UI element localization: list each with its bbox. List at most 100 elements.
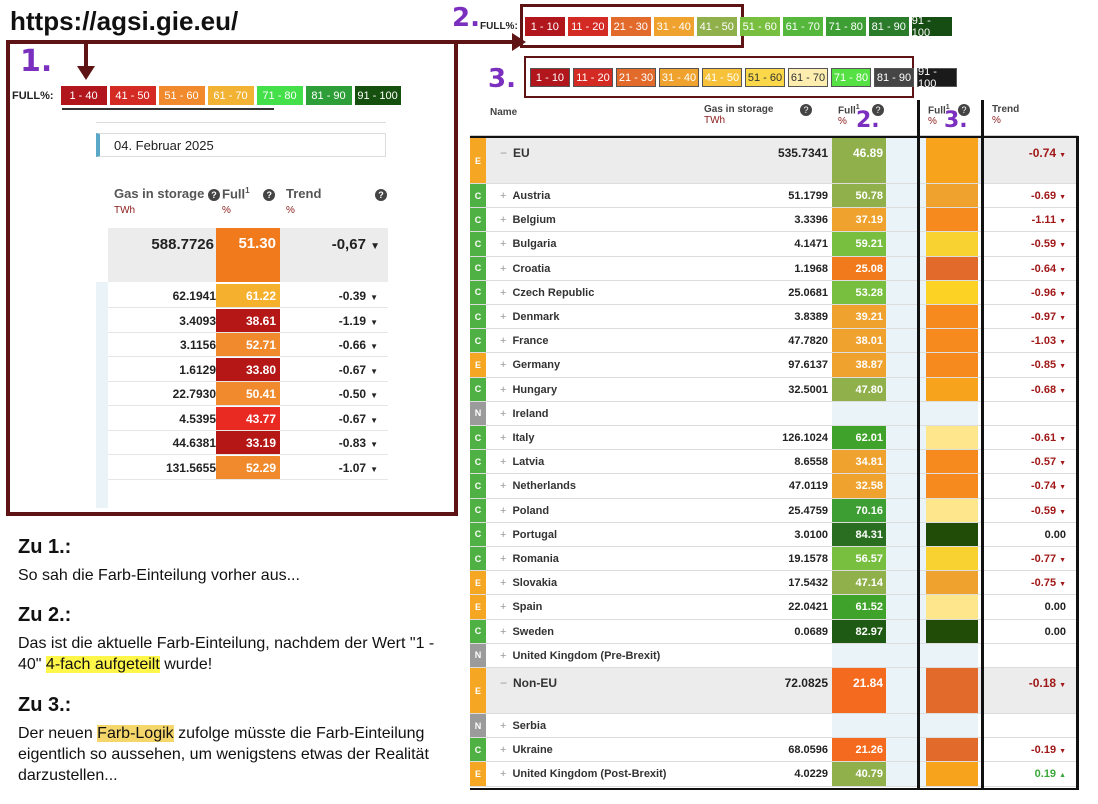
down-arrow-icon: ▼ bbox=[370, 293, 378, 302]
country-name: + Ireland bbox=[500, 408, 549, 420]
expand-icon[interactable]: + bbox=[500, 768, 507, 781]
expand-icon[interactable]: + bbox=[500, 720, 507, 732]
trend-unit: % bbox=[992, 115, 1001, 126]
help-icon[interactable]: ? bbox=[872, 104, 884, 116]
legend-swatch: 71 - 80 bbox=[831, 68, 871, 87]
legend-new-label: FULL%: bbox=[480, 21, 518, 32]
table-row[interactable]: C + Netherlands 47.0119 32.58 -0.74 ▼ bbox=[470, 474, 1078, 499]
expand-icon[interactable]: + bbox=[500, 311, 507, 323]
gas-value: 68.0596 bbox=[788, 744, 828, 757]
collapse-icon[interactable]: − bbox=[500, 146, 508, 160]
help-icon[interactable]: ? bbox=[375, 189, 388, 201]
table-row[interactable]: C + Denmark 3.8389 39.21 -0.97 ▼ bbox=[470, 305, 1078, 330]
spacer-cell bbox=[886, 547, 926, 571]
table-row[interactable]: C + Croatia 1.1968 25.08 -0.64 ▼ bbox=[470, 256, 1078, 281]
expand-icon[interactable]: + bbox=[500, 649, 507, 662]
table-row[interactable]: N + Ireland bbox=[470, 401, 1078, 426]
expand-icon[interactable]: + bbox=[500, 335, 507, 348]
table-row[interactable]: E + Slovakia 17.5432 47.14 -0.75 ▼ bbox=[470, 571, 1078, 596]
expand-icon[interactable]: + bbox=[500, 383, 507, 396]
expand-icon[interactable]: + bbox=[500, 744, 507, 757]
table-row[interactable]: E − Non-EU 72.0825 21.84 -0.18 ▼ bbox=[470, 668, 1078, 714]
down-arrow-icon: ▼ bbox=[1059, 194, 1066, 201]
spacer-cell bbox=[886, 498, 926, 522]
proposed-color-cell bbox=[926, 377, 978, 401]
full-value: 37.19 bbox=[832, 208, 886, 232]
gas-value: 1.1968 bbox=[794, 262, 828, 275]
gas-value: 47.0119 bbox=[788, 480, 828, 493]
expand-icon[interactable]: + bbox=[500, 286, 507, 299]
table-row[interactable]: N + United Kingdom (Pre-Brexit) bbox=[470, 643, 1078, 668]
category-badge: C bbox=[470, 426, 486, 450]
expand-icon[interactable]: + bbox=[500, 456, 507, 469]
legend-swatch: 91 - 100 bbox=[911, 15, 952, 39]
table-row[interactable]: E + Spain 22.0421 61.52 0.00 bbox=[470, 595, 1078, 620]
table-frame-right bbox=[1076, 136, 1079, 790]
trend-cell: -0.96 ▼ bbox=[984, 287, 1074, 299]
table-row[interactable]: C + Poland 25.4759 70.16 -0.59 ▼ bbox=[470, 498, 1078, 523]
table-row[interactable]: C + Portugal 3.0100 84.31 0.00 bbox=[470, 522, 1078, 547]
table-row[interactable]: C + Czech Republic 25.0681 53.28 -0.96 ▼ bbox=[470, 280, 1078, 305]
expand-icon[interactable]: + bbox=[500, 262, 507, 275]
country-name: + Italy bbox=[500, 432, 534, 444]
expand-icon[interactable]: + bbox=[500, 432, 507, 444]
country-name: + Poland bbox=[500, 505, 549, 517]
note-2-highlight: 4-fach aufgeteilt bbox=[45, 656, 160, 673]
trend-value: -0.74 bbox=[1028, 146, 1057, 160]
table-frame-top bbox=[470, 136, 1078, 138]
table-row[interactable]: C + France 47.7820 38.01 -1.03 ▼ bbox=[470, 329, 1078, 354]
help-icon[interactable]: ? bbox=[800, 104, 812, 116]
table-row[interactable]: C + Belgium 3.3396 37.19 -1.11 ▼ bbox=[470, 208, 1078, 233]
help-icon[interactable]: ? bbox=[263, 189, 276, 202]
category-badge: C bbox=[470, 450, 486, 474]
table-row[interactable]: C + Romania 19.1578 56.57 -0.77 ▼ bbox=[470, 547, 1078, 572]
table-row[interactable]: E + Germany 97.6137 38.87 -0.85 ▼ bbox=[470, 353, 1078, 378]
spacer-cell bbox=[886, 208, 926, 232]
trend-cell: -0.66 ▼ bbox=[280, 338, 388, 352]
expand-icon[interactable]: + bbox=[500, 625, 507, 638]
collapse-icon[interactable]: − bbox=[500, 676, 508, 690]
expand-icon[interactable]: + bbox=[500, 528, 507, 541]
full-value: 38.01 bbox=[832, 329, 886, 353]
expand-icon[interactable]: + bbox=[500, 238, 507, 251]
table-row[interactable]: C + Austria 51.1799 50.78 -0.69 ▼ bbox=[470, 184, 1078, 209]
trend-value: -0.50 bbox=[338, 387, 367, 401]
full-value: 70.16 bbox=[832, 498, 886, 522]
legend-swatch: 1 - 10 bbox=[524, 17, 565, 36]
table-row[interactable]: C + Bulgaria 4.1471 59.21 -0.59 ▼ bbox=[470, 232, 1078, 257]
table-row[interactable]: E + United Kingdom (Post-Brexit) 4.0229 40.7… bbox=[470, 762, 1078, 787]
trend-cell: -1.19 ▼ bbox=[280, 314, 388, 328]
proposed-color-cell bbox=[926, 474, 978, 498]
help-icon[interactable]: ? bbox=[958, 104, 970, 116]
proposed-color-cell bbox=[926, 450, 978, 474]
country-name: + Spain bbox=[500, 601, 542, 613]
table-row[interactable]: C + Latvia 8.6558 34.81 -0.57 ▼ bbox=[470, 450, 1078, 475]
table-row[interactable]: E − EU 535.7341 46.89 -0.74 ▼ bbox=[470, 138, 1078, 184]
table-row[interactable]: C + Hungary 32.5001 47.80 -0.68 ▼ bbox=[470, 377, 1078, 402]
trend-cell: -0.59 ▼ bbox=[984, 238, 1074, 250]
url-title: https://agsi.gie.eu/ bbox=[10, 6, 239, 36]
legend-underline bbox=[62, 108, 274, 110]
expand-icon[interactable]: + bbox=[500, 601, 507, 614]
legend-swatch: 21 - 30 bbox=[616, 68, 656, 87]
table-row[interactable]: C + Italy 126.1024 62.01 -0.61 ▼ bbox=[470, 426, 1078, 451]
table-row[interactable]: N + Serbia bbox=[470, 714, 1078, 739]
expand-icon[interactable]: + bbox=[500, 553, 507, 565]
trend-cell: 0.00 bbox=[984, 529, 1074, 541]
expand-icon[interactable]: + bbox=[500, 214, 507, 227]
category-badge: C bbox=[470, 280, 486, 304]
legend-swatch: 1 - 10 bbox=[530, 68, 570, 87]
trend-cell: -0.19 ▼ bbox=[984, 744, 1074, 756]
expand-icon[interactable]: + bbox=[500, 190, 507, 202]
help-icon[interactable]: ? bbox=[207, 189, 220, 201]
expand-icon[interactable]: + bbox=[500, 504, 507, 517]
expand-icon[interactable]: + bbox=[500, 407, 507, 420]
down-arrow-icon: ▼ bbox=[370, 317, 378, 327]
table-row[interactable]: C + Sweden 0.0689 82.97 0.00 bbox=[470, 619, 1078, 644]
expand-icon[interactable]: + bbox=[500, 480, 507, 493]
expand-icon[interactable]: + bbox=[500, 359, 507, 372]
expand-icon[interactable]: + bbox=[500, 577, 507, 590]
trend-value: 0.00 bbox=[1044, 625, 1066, 638]
trend-value: -1.03 bbox=[1030, 335, 1057, 348]
table-row[interactable]: C + Ukraine 68.0596 21.26 -0.19 ▼ bbox=[470, 738, 1078, 763]
